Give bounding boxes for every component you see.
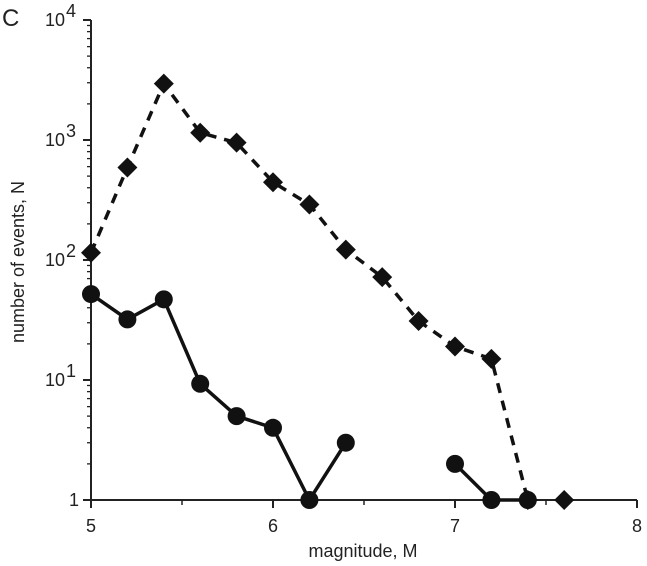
axes <box>90 20 637 501</box>
diamond-marker <box>81 242 101 263</box>
diamond-marker <box>481 348 502 369</box>
y-tick-label: 10 <box>45 250 65 270</box>
diamond-marker <box>190 122 211 143</box>
y-tick-label: 1 <box>69 490 79 510</box>
y-tick-base: 10 <box>45 130 65 150</box>
series-line <box>89 80 530 501</box>
series-circle <box>82 285 537 509</box>
x-tick-label: 8 <box>632 516 642 536</box>
diamond-marker <box>554 490 575 510</box>
circle-marker <box>118 310 137 329</box>
y-axis-title: number of events, N <box>8 181 28 343</box>
x-tick-label: 6 <box>268 516 278 536</box>
circle-marker <box>336 433 355 452</box>
y-tick-exponent: 1 <box>66 361 76 381</box>
diamond-marker <box>263 172 283 193</box>
diamond-marker <box>445 336 465 357</box>
series-layer <box>81 73 575 510</box>
diamond-marker <box>408 311 429 332</box>
y-tick-exponent: 2 <box>66 241 76 261</box>
circle-marker <box>300 491 319 509</box>
diamond-marker <box>153 73 174 94</box>
circle-marker <box>154 290 173 309</box>
x-tick-label: 5 <box>86 516 96 536</box>
y-tick-label: 10 <box>45 370 65 390</box>
x-tick-label: 7 <box>450 516 460 536</box>
y-tick-label: 10 <box>45 130 65 150</box>
diamond-marker <box>226 132 247 153</box>
circle-marker <box>191 374 210 393</box>
circle-marker <box>518 491 537 509</box>
diamond-marker <box>117 157 138 178</box>
circle-marker <box>482 491 501 509</box>
y-tick-base: 10 <box>45 250 65 270</box>
circle-marker <box>227 407 246 426</box>
y-tick-base: 1 <box>69 490 79 510</box>
circle-marker <box>264 418 282 437</box>
y-tick-base: 10 <box>45 370 65 390</box>
y-tick-base: 10 <box>45 10 65 30</box>
diamond-marker <box>372 267 393 288</box>
series-diamond <box>81 73 575 510</box>
x-ticks: 5 6 7 8 <box>86 500 642 536</box>
circle-marker <box>446 454 464 473</box>
diamond-marker <box>299 194 320 215</box>
y-tick-label: 10 <box>45 10 65 30</box>
y-tick-exponent: 3 <box>66 121 76 141</box>
diamond-marker <box>335 239 356 260</box>
y-tick-exponent: 4 <box>66 1 76 21</box>
panel-label: C <box>2 5 19 32</box>
circle-marker <box>82 285 100 304</box>
x-axis-title: magnitude, M <box>308 541 417 561</box>
